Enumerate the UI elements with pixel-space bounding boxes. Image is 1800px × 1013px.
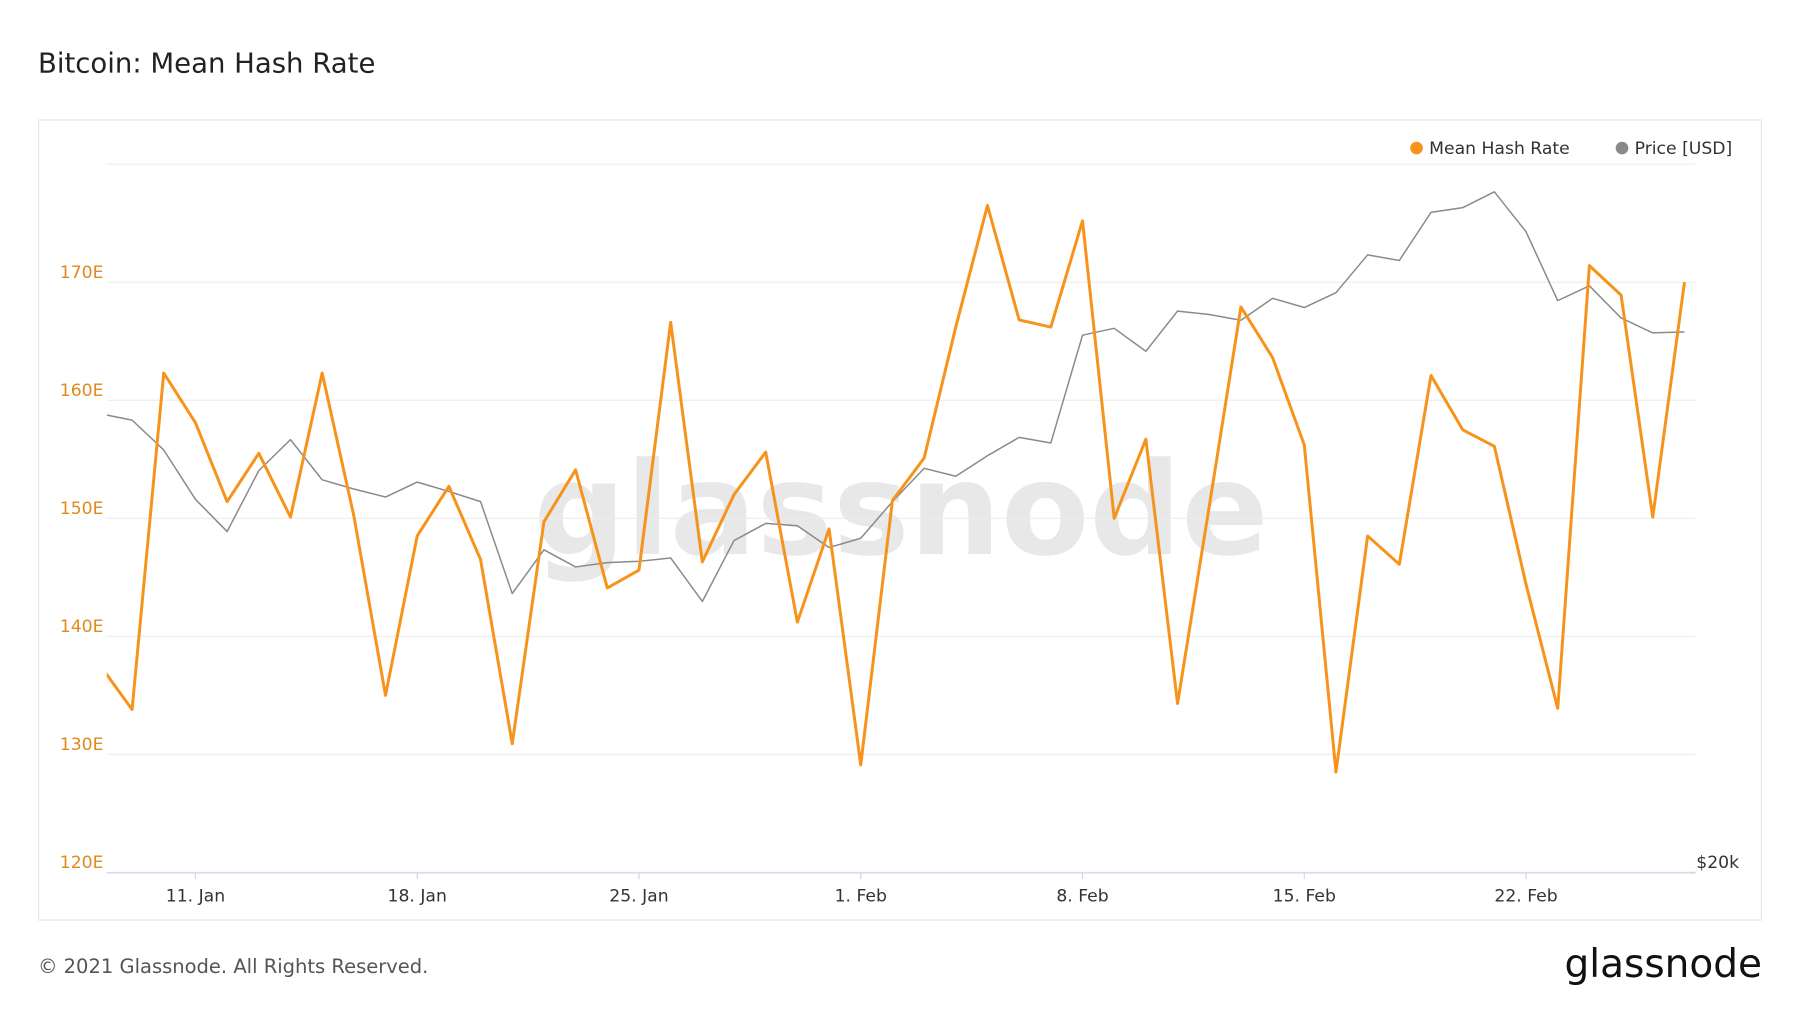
legend-label: Price [USD] [1635, 139, 1733, 159]
y2-tick-label: $20k [1696, 853, 1739, 873]
x-tick-label: 1. Feb [835, 886, 887, 906]
x-tick-label: 18. Jan [388, 886, 447, 906]
legend-swatch [1410, 141, 1423, 155]
x-tick-label: 15. Feb [1273, 886, 1336, 906]
y-tick-label: 140E [60, 617, 104, 637]
y-tick-label: 150E [60, 499, 104, 519]
footer: © 2021 Glassnode. All Rights Reserved. [38, 955, 428, 978]
y-tick-label: 170E [60, 263, 104, 283]
legend-swatch [1615, 141, 1629, 155]
series-line [106, 203, 1686, 774]
x-tick-label: 22. Feb [1494, 886, 1557, 906]
y-tick-label: 160E [60, 381, 104, 401]
chart-title: Bitcoin: Mean Hash Rate [38, 47, 375, 79]
x-tick-label: 25. Jan [609, 886, 668, 906]
plot-area [106, 191, 1686, 774]
watermark: glassnode [534, 436, 1269, 585]
logo: glassnode [1565, 942, 1763, 987]
x-tick-label: 8. Feb [1056, 886, 1108, 906]
legend-label: Mean Hash Rate [1429, 139, 1570, 159]
y-tick-label: 130E [60, 735, 104, 755]
x-tick-label: 11. Jan [166, 886, 225, 906]
y-tick-label: 120E [60, 853, 104, 873]
plot-frame [37, 119, 1763, 921]
